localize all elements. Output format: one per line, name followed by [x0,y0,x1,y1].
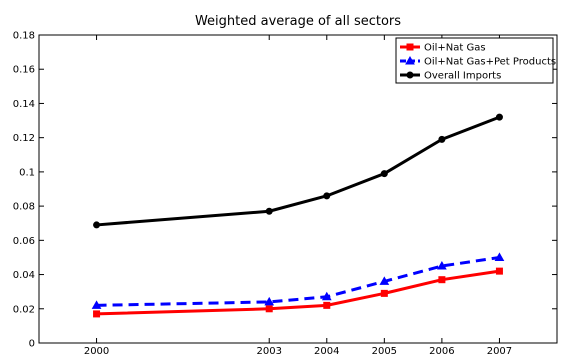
legend-label: Oil+Nat Gas [424,43,486,54]
data-point-2 [321,291,332,301]
legend: Oil+Nat Gas Oil+Nat Gas+Pet Products Overa… [395,37,556,84]
data-point-3 [380,170,388,178]
data-point-2 [494,252,505,261]
x-tick-label: 2006 [429,346,454,354]
data-point-1 [323,301,331,309]
y-tick-label: 0.04 [13,270,35,281]
y-tick-label: 0.08 [13,202,35,213]
data-point-3 [93,221,101,229]
y-tick-label: 0.06 [13,236,35,247]
data-point-3 [323,192,331,200]
x-tick-label: 2004 [314,346,339,354]
y-tick-label: 0.18 [13,31,35,42]
y-tick-label: 0.14 [13,99,35,110]
legend-label: Oil+Nat Gas+Pet Products [424,57,556,68]
data-point-3 [438,135,446,143]
series-line-2 [96,255,500,307]
x-tick-label: 2003 [256,346,281,354]
legend-box [395,37,554,84]
data-point-2 [91,300,102,309]
data-point-1 [380,289,388,297]
x-tick-label: 2007 [487,346,512,354]
series-line-1 [96,269,500,316]
data-point-2 [379,276,390,285]
series-line-3 [96,115,500,227]
y-tick-label: 0 [29,339,35,350]
data-point-3 [265,207,273,215]
y-tick-label: 0.16 [13,65,35,76]
plot-frame [38,34,558,344]
y-tick-label: 0.12 [13,133,35,144]
y-tick-label: 0.1 [19,167,35,178]
data-point-2 [437,260,447,270]
data-point-1 [265,305,273,313]
data-point-3 [495,113,503,121]
data-point-1 [438,276,446,284]
y-tick-label: 0.02 [13,304,35,315]
plot-area: 0 0.02 0.04 0.06 0.08 0.1 0.12 0.14 0.16 0.18 2000… [13,31,558,354]
chart-title: Weighted average of all sectors [195,14,401,29]
data-point-2 [264,296,275,306]
legend-swatch-marker [406,43,414,51]
legend-swatch-marker [406,71,414,79]
x-tick-label: 2005 [372,346,397,354]
data-point-1 [93,310,101,318]
data-point-1 [495,267,503,275]
legend-label: Overall Imports [424,71,501,82]
x-tick-label: 2000 [84,346,109,354]
legend-swatch-marker [405,55,415,65]
